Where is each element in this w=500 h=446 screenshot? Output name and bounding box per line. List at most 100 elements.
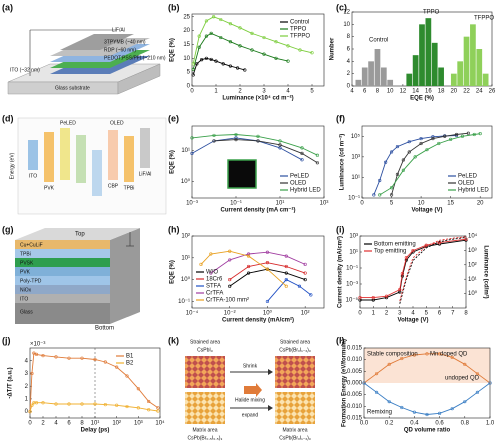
- y-tick-label: -0.005: [345, 392, 363, 398]
- panel-label: (f): [336, 113, 345, 123]
- legend-label: 18Cr6: [206, 277, 223, 283]
- x-tick-label: 26: [489, 89, 496, 95]
- x-tick-label: 8: [464, 311, 468, 317]
- point: [136, 387, 140, 391]
- y-tick-label: 10⁰: [181, 276, 191, 283]
- point: [438, 352, 442, 356]
- y-tick-label: 0.005: [347, 369, 363, 375]
- x-axis-label: Current density (mA cm⁻²): [221, 207, 296, 214]
- panel-label: (b): [168, 2, 180, 12]
- series-line: [191, 137, 303, 161]
- point: [30, 403, 34, 407]
- point: [450, 355, 454, 359]
- x-tick-label: 6: [67, 421, 71, 427]
- point: [375, 390, 379, 394]
- series-line: [360, 238, 467, 299]
- x-axis-label: EQE (%): [410, 96, 434, 102]
- device-g: [15, 228, 140, 324]
- point: [400, 405, 404, 410]
- x-tick-label: 10²: [301, 311, 310, 317]
- bar: [425, 18, 432, 87]
- point: [228, 249, 232, 253]
- legend-label: Top emitting: [374, 249, 406, 255]
- y-tick-label: 25: [183, 14, 190, 20]
- y-axis-label: Current density (mA/cm²): [337, 236, 344, 308]
- side-label: Bottom: [95, 326, 114, 332]
- point: [228, 278, 232, 282]
- series-line: [379, 133, 481, 196]
- point: [284, 254, 288, 258]
- point: [250, 48, 254, 52]
- point: [378, 193, 382, 197]
- layer-label: NiOx: [20, 287, 32, 293]
- panel-label: (a): [2, 2, 13, 12]
- diagram-label: Strained area: [280, 339, 310, 345]
- point: [315, 161, 319, 165]
- point: [372, 193, 376, 197]
- y2-axis-label: Luminance (cd/m²): [482, 245, 489, 298]
- x-tick-label: 7: [451, 311, 455, 317]
- layer-label: Glass substrate: [55, 85, 90, 91]
- series-line: [200, 250, 287, 287]
- point: [425, 148, 429, 152]
- legend-label: TPPO: [290, 27, 307, 33]
- point: [265, 250, 270, 254]
- layer-label: Glass: [20, 309, 33, 315]
- bar: [463, 36, 470, 86]
- y-tick-label: 10: [343, 22, 350, 28]
- point: [228, 258, 232, 262]
- series-line: [210, 251, 306, 274]
- point: [238, 44, 242, 48]
- x-tick-label: 16: [425, 89, 432, 95]
- point: [199, 262, 203, 266]
- y-tick-label: 12: [343, 10, 350, 16]
- x-tick-label: 10⁻²: [224, 311, 236, 317]
- legend-label: Bottom emitting: [374, 242, 416, 248]
- x-axis-label: Current density (mA/cm²): [222, 317, 294, 324]
- y-axis-label: Luminance (cd m⁻²): [339, 134, 346, 191]
- legend-label: PeLED: [458, 174, 478, 180]
- x-tick-label: 6: [438, 311, 442, 317]
- bar: [412, 55, 419, 86]
- point: [284, 278, 288, 282]
- point: [234, 138, 238, 142]
- point: [315, 153, 319, 157]
- x-tick-label: 12: [400, 89, 407, 95]
- point: [463, 362, 467, 366]
- point: [384, 294, 389, 298]
- point: [300, 158, 304, 162]
- plot-frame: [191, 235, 325, 309]
- panel-label: (h): [168, 224, 180, 234]
- point: [303, 278, 307, 282]
- point: [212, 139, 216, 143]
- point: [256, 139, 260, 143]
- y-tick-label: 10⁰: [181, 178, 191, 185]
- point: [401, 168, 405, 172]
- x-tick-label: 4: [54, 421, 58, 427]
- point: [219, 35, 223, 40]
- point: [274, 56, 278, 60]
- y-tick-label: 2: [347, 71, 351, 77]
- y-tick-label: 4: [347, 59, 351, 65]
- point: [395, 172, 400, 176]
- bar: [368, 61, 374, 86]
- point: [54, 355, 58, 359]
- x-tick-label: 0.6: [435, 421, 444, 427]
- y-tick-label: 20: [183, 28, 190, 34]
- y-tick-label: 10⁵: [351, 133, 361, 140]
- bar: [482, 73, 489, 86]
- y-axis-label: -ΔT/T (a.u.): [8, 367, 14, 398]
- diagram-label: Strained area: [190, 339, 220, 345]
- point: [209, 57, 213, 62]
- y-tick-label: 10⁻¹: [178, 299, 190, 305]
- diagram-label: CsPb(Br₀.₅I₀.₅)₃: [188, 435, 223, 441]
- x-tick-label: 10³: [320, 201, 329, 207]
- y-tick-label: 10¹: [349, 250, 358, 256]
- point: [262, 35, 266, 40]
- point: [265, 267, 270, 271]
- y-axis-label: Number: [330, 37, 336, 60]
- point: [303, 271, 307, 275]
- y2-tick-label: 10³: [468, 248, 477, 254]
- annotation: Control: [369, 38, 388, 44]
